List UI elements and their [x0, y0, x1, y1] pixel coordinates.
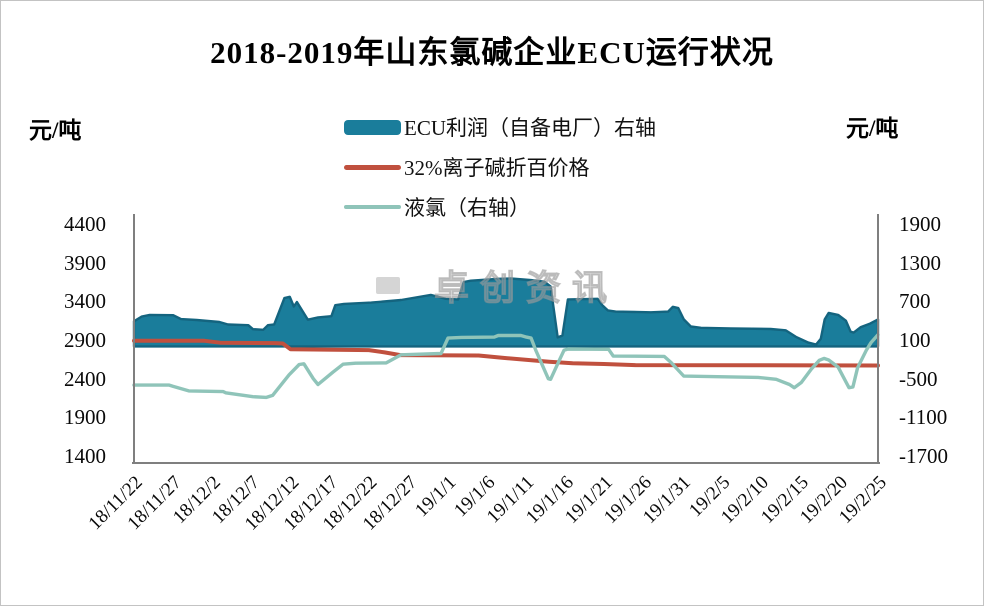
axis-lines — [132, 214, 880, 464]
line-series-swatch-icon — [344, 164, 401, 170]
left-axis-tick-label: 2900 — [64, 328, 106, 352]
chart-title: 2018-2019年山东氯碱企业ECU运行状况 — [210, 35, 774, 70]
ecu-profit-area — [132, 277, 880, 348]
left-axis-unit-label: 元/吨 — [29, 118, 82, 143]
legend-item-liquid-chlorine: 液氯（右轴） — [344, 187, 656, 227]
legend-label-ecu-profit: ECU利润（自备电厂）右轴 — [404, 116, 656, 140]
thinline-series-swatch-icon — [344, 205, 401, 209]
right-axis-unit-label: 元/吨 — [846, 116, 899, 141]
right-axis-tick-label: -1100 — [899, 405, 948, 430]
left-axis-tick-label: 3400 — [64, 289, 106, 314]
legend: ECU利润（自备电厂）右轴 32%离子碱折百价格 液氯（右轴） — [344, 107, 656, 227]
right-axis-tick-label: 1900 — [899, 212, 941, 236]
right-axis-tick-label: -500 — [899, 366, 938, 391]
left-axis-tick-label: 1900 — [64, 405, 106, 430]
legend-label-caustic-price: 32%离子碱折百价格 — [404, 156, 590, 180]
area-series-swatch-icon — [344, 119, 401, 135]
legend-item-caustic-price: 32%离子碱折百价格 — [344, 147, 656, 187]
left-axis-tick-label: 4400 — [64, 212, 106, 236]
left-axis-tick-label: 1400 — [64, 444, 106, 468]
right-axis-tick-label: -1700 — [899, 444, 948, 468]
legend-label-liquid-chlorine: 液氯（右轴） — [404, 196, 530, 220]
liquid-chlorine-line — [132, 333, 880, 400]
right-axis-tick-label: 1300 — [899, 250, 941, 275]
left-axis-tick-label: 3900 — [64, 250, 106, 275]
legend-item-ecu-profit: ECU利润（自备电厂）右轴 — [344, 107, 656, 147]
right-axis-tick-label: 700 — [899, 289, 931, 314]
left-axis-tick-label: 2400 — [64, 366, 106, 391]
right-axis-tick-label: 100 — [899, 328, 931, 352]
